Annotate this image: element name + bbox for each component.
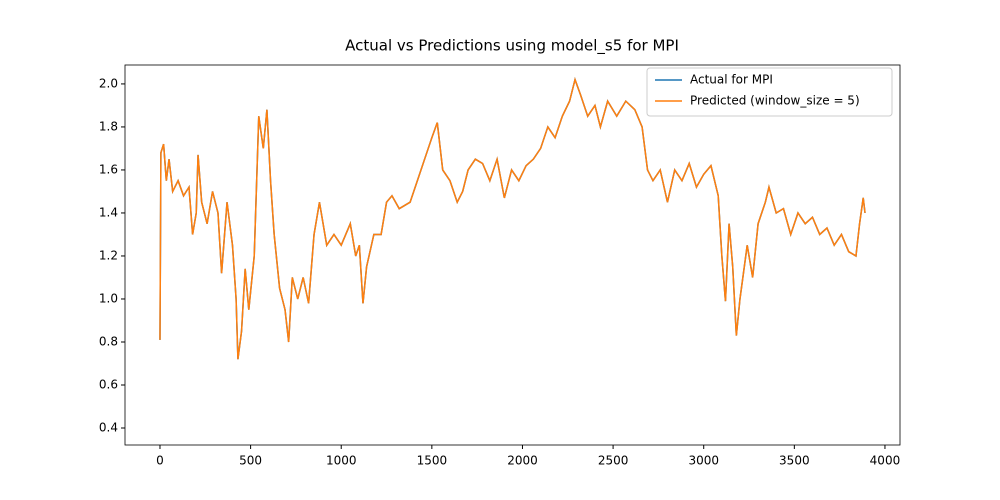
x-tick-label: 500 bbox=[239, 454, 262, 468]
y-tick-label: 2.0 bbox=[99, 76, 118, 90]
plot-frame bbox=[124, 64, 901, 446]
y-tick-label: 0.4 bbox=[99, 421, 118, 435]
y-tick-label: 0.8 bbox=[99, 334, 118, 348]
y-tick-label: 1.8 bbox=[99, 119, 118, 133]
x-tick-label: 1000 bbox=[326, 454, 357, 468]
x-tick-label: 1500 bbox=[417, 454, 448, 468]
y-tick-label: 1.4 bbox=[99, 205, 118, 219]
series-line bbox=[159, 77, 866, 360]
legend-label: Predicted (window_size = 5) bbox=[690, 94, 860, 108]
y-tick-label: 0.6 bbox=[99, 378, 118, 392]
y-tick-label: 1.0 bbox=[99, 291, 118, 305]
x-tick-label: 0 bbox=[156, 454, 164, 468]
x-tick-label: 4000 bbox=[870, 454, 901, 468]
x-tick-label: 2500 bbox=[598, 454, 629, 468]
legend-label: Actual for MPI bbox=[690, 73, 773, 87]
chart-title: Actual vs Predictions using model_s5 for… bbox=[345, 37, 679, 56]
legend-box bbox=[646, 67, 893, 117]
y-tick-label: 1.2 bbox=[99, 248, 118, 262]
y-tick-label: 1.6 bbox=[99, 162, 118, 176]
x-tick-label: 2000 bbox=[507, 454, 538, 468]
x-tick-label: 3000 bbox=[688, 454, 719, 468]
legend: Actual for MPI Predicted (window_size = 5… bbox=[646, 67, 893, 117]
x-tick-label: 3500 bbox=[779, 454, 810, 468]
